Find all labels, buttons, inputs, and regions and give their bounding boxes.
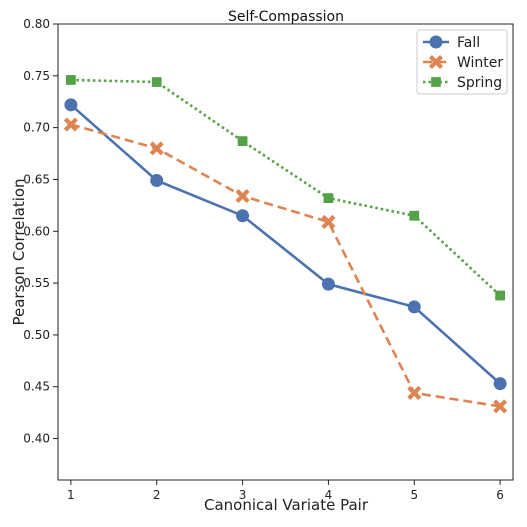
series-fall <box>64 98 507 391</box>
data-point-spring <box>66 75 76 85</box>
x-tick-label: 2 <box>153 488 161 502</box>
legend-label-spring: Spring <box>457 75 502 91</box>
series-layer <box>63 75 508 414</box>
series-spring <box>66 75 505 301</box>
legend-marker-winter <box>428 54 444 70</box>
y-tick-label: 0.45 <box>23 380 50 394</box>
x-tick-label: 5 <box>410 488 418 502</box>
data-point-spring <box>237 136 248 146</box>
data-point-spring <box>151 77 162 87</box>
data-point-winter <box>493 399 508 414</box>
legend-marker-spring <box>431 77 441 87</box>
data-point-fall <box>64 98 78 112</box>
series-line-winter <box>70 123 501 408</box>
data-point-fall <box>236 209 250 223</box>
data-point-winter <box>149 141 164 156</box>
x-tick-label: 4 <box>325 488 333 502</box>
y-axis-label: Pearson Correlation <box>10 178 28 325</box>
data-point-fall <box>150 173 164 187</box>
data-point-spring <box>323 193 334 203</box>
y-tick-label: 0.75 <box>23 69 50 83</box>
data-point-winter <box>235 189 250 204</box>
legend-item-spring: Spring <box>423 75 502 91</box>
y-tick-label: 0.55 <box>23 276 50 290</box>
y-tick-label: 0.65 <box>23 172 50 186</box>
data-point-fall <box>493 377 507 391</box>
legend: Fall Winter Spring <box>416 29 508 95</box>
data-point-winter <box>321 214 336 229</box>
x-tick-label: 6 <box>496 488 504 502</box>
series-line-spring <box>70 78 502 297</box>
data-point-spring <box>495 290 505 301</box>
y-tick-label: 0.50 <box>23 328 50 342</box>
y-axis: 0.40 0.45 0.50 0.55 0.60 0.65 0.70 0.75 0.80 <box>23 17 58 446</box>
legend-label-fall: Fall <box>457 35 480 51</box>
series-winter <box>63 117 508 414</box>
plot-frame <box>57 23 514 481</box>
y-tick-label: 0.60 <box>23 224 50 238</box>
x-tick-label: 3 <box>239 488 247 502</box>
data-point-fall <box>321 277 335 291</box>
y-tick-label: 0.80 <box>23 17 50 31</box>
data-point-winter <box>63 117 78 132</box>
x-axis-label: Canonical Variate Pair <box>204 496 369 514</box>
y-tick-label: 0.40 <box>23 432 50 446</box>
x-axis: 1 2 3 4 5 6 <box>67 480 504 502</box>
legend-label-winter: Winter <box>457 55 503 71</box>
legend-item-fall: Fall <box>423 35 480 51</box>
series-line-fall <box>70 103 501 385</box>
data-point-fall <box>407 300 421 314</box>
x-tick-label: 1 <box>67 488 75 502</box>
legend-item-winter: Winter <box>423 54 503 71</box>
data-point-winter <box>407 385 422 400</box>
data-point-spring <box>409 210 420 221</box>
chart-title: Self-Compassion <box>228 9 344 25</box>
y-tick-label: 0.70 <box>23 121 50 135</box>
legend-marker-fall <box>429 35 443 49</box>
